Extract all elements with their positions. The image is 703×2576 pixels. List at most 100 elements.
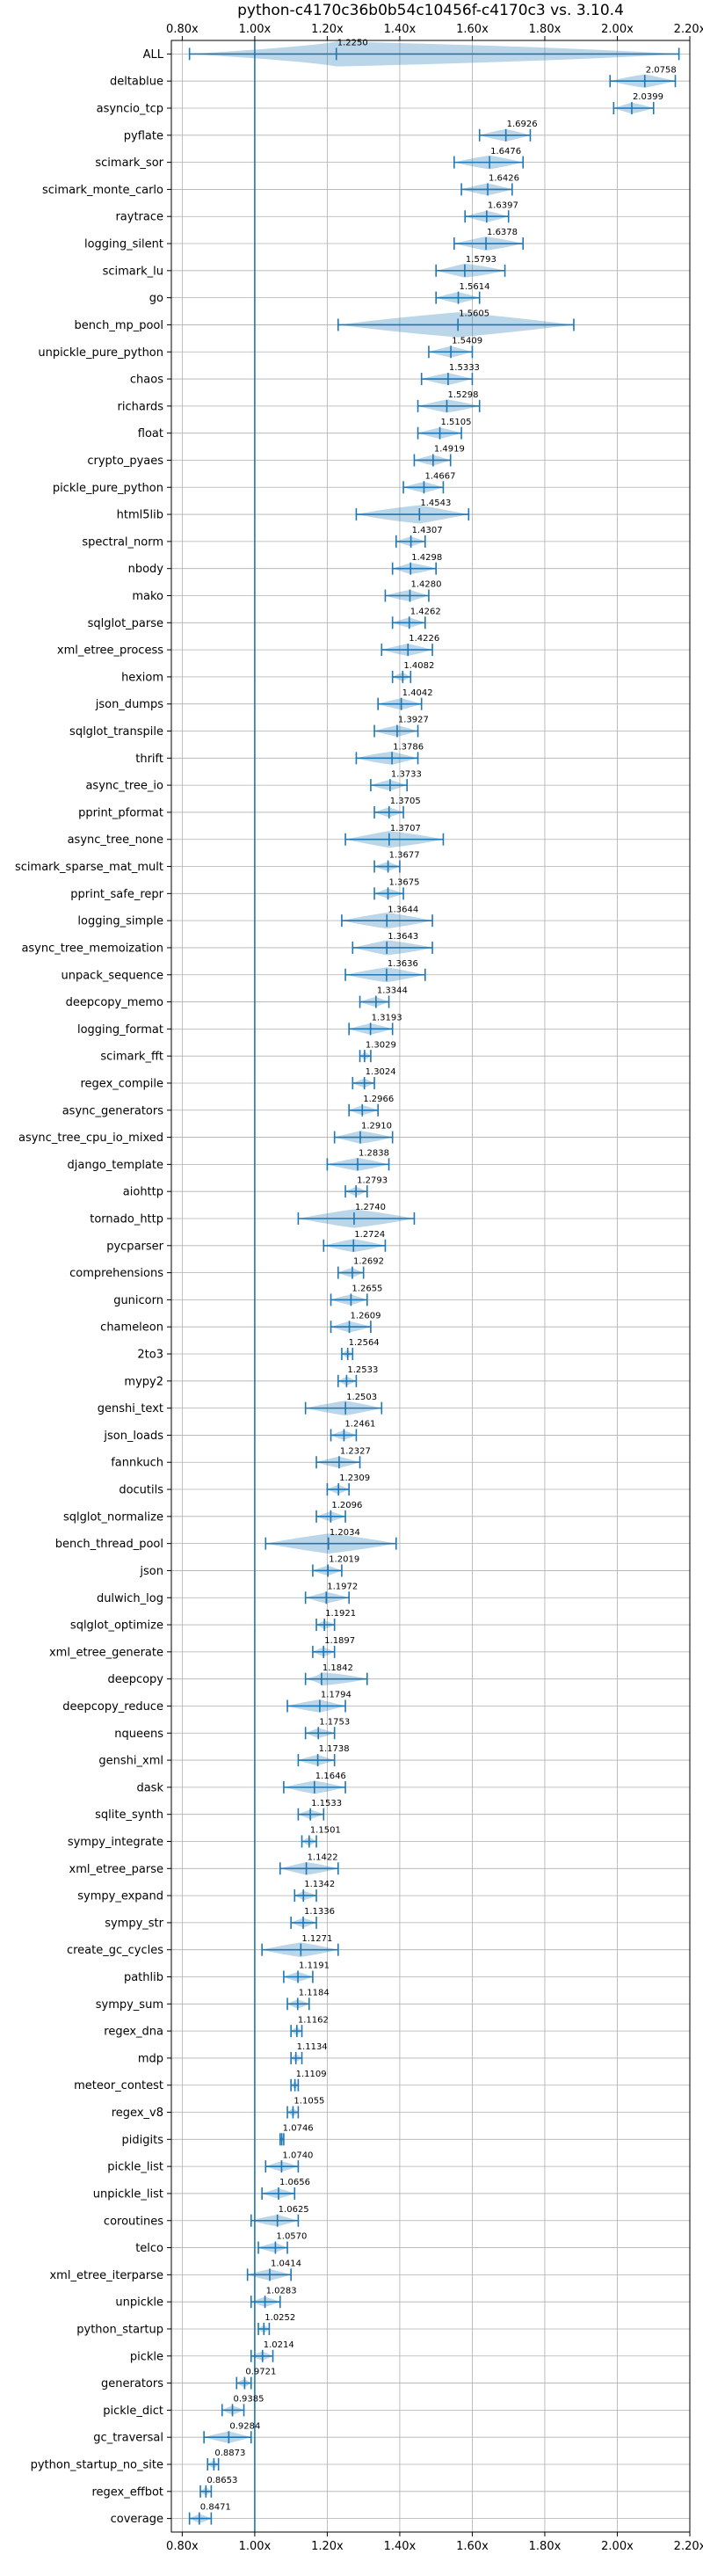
- value-label: 1.2838: [359, 1149, 389, 1159]
- category-label: genshi_text: [98, 1402, 163, 1415]
- value-label: 1.6476: [490, 147, 521, 156]
- value-label: 1.5409: [452, 336, 482, 346]
- category-label: sqlglot_normalize: [63, 1510, 163, 1524]
- category-label: float: [138, 427, 163, 440]
- category-label: xml_etree_generate: [49, 1646, 163, 1659]
- tick-label-top: 2.20x: [674, 23, 703, 36]
- tick-label-bottom: 1.40x: [384, 2540, 417, 2553]
- value-label: 1.5605: [459, 309, 489, 319]
- value-label: 1.2692: [353, 1257, 384, 1267]
- value-label: 1.6378: [487, 228, 518, 237]
- top-axis-ticks: 0.80x 1.00x 1.20x 1.40x 1.60x 1.80x 2.00x 2.20x: [166, 23, 703, 40]
- value-label: 1.3733: [391, 769, 422, 779]
- value-label: 1.0570: [276, 2232, 307, 2242]
- value-label: 1.1271: [301, 1934, 332, 1944]
- category-label: pickle_list: [107, 2161, 163, 2174]
- value-label: 0.8873: [214, 2449, 245, 2458]
- value-label: 0.9284: [229, 2421, 260, 2431]
- category-label: scimark_sor: [95, 156, 163, 170]
- category-label: logging_silent: [84, 238, 163, 251]
- value-label: 1.2250: [337, 39, 368, 48]
- category-label: json_loads: [103, 1430, 163, 1443]
- category-label: xml_etree_parse: [69, 1863, 163, 1876]
- value-label: 1.1972: [327, 1582, 358, 1591]
- value-label: 1.2019: [329, 1555, 359, 1565]
- value-label: 1.0625: [279, 2205, 309, 2215]
- category-label: telco: [135, 2242, 163, 2255]
- category-label: sqlglot_optimize: [70, 1619, 163, 1633]
- tick-label-bottom: 1.00x: [239, 2540, 272, 2553]
- category-label: unpickle: [115, 2296, 163, 2310]
- tick-label-bottom: 1.60x: [456, 2540, 489, 2553]
- value-label: 1.3786: [393, 742, 424, 752]
- value-label: 1.4082: [403, 661, 434, 671]
- value-label: 0.9721: [245, 2368, 276, 2377]
- category-label: nqueens: [114, 1728, 163, 1741]
- value-label: 0.9385: [234, 2395, 265, 2405]
- category-label: unpack_sequence: [61, 969, 163, 982]
- category-label: comprehensions: [69, 1267, 163, 1280]
- category-label: 2to3: [137, 1349, 163, 1362]
- value-label: 1.4226: [409, 634, 439, 644]
- category-label: async_tree_cpu_io_mixed: [18, 1132, 163, 1145]
- category-label: logging_simple: [77, 915, 163, 928]
- category-label: genshi_xml: [98, 1755, 163, 1768]
- value-label: 1.2724: [354, 1230, 385, 1240]
- category-label: hexiom: [121, 671, 163, 684]
- value-label: 0.8653: [207, 2476, 237, 2485]
- tick-label-top: 1.60x: [456, 23, 489, 36]
- value-label: 1.5793: [466, 255, 496, 265]
- category-label: regex_dna: [104, 2026, 163, 2039]
- value-label: 1.2609: [351, 1311, 381, 1321]
- value-label: 1.0656: [279, 2178, 310, 2187]
- category-label: async_generators: [62, 1104, 164, 1117]
- grid-lines: [171, 40, 691, 2532]
- value-label: 1.2309: [339, 1474, 370, 1483]
- value-label: 1.0414: [271, 2259, 301, 2269]
- value-label: 1.4307: [412, 526, 443, 535]
- category-label: unpickle_pure_python: [38, 346, 163, 360]
- category-label: python_startup_no_site: [31, 2458, 163, 2471]
- value-label: 1.1184: [299, 1988, 330, 1997]
- value-label: 1.4280: [410, 580, 441, 590]
- category-label: django_template: [68, 1159, 163, 1172]
- category-label: pickle_pure_python: [53, 482, 163, 495]
- plot-frame: [170, 40, 691, 2533]
- value-label: 1.2740: [355, 1203, 386, 1212]
- category-label: pathlib: [124, 1971, 163, 1984]
- value-label: 1.1794: [321, 1691, 352, 1700]
- value-label: 1.6926: [507, 120, 538, 129]
- value-label: 1.2655: [352, 1284, 382, 1294]
- category-label: json: [139, 1565, 163, 1578]
- value-label: 0.8471: [200, 2503, 231, 2513]
- value-label: 1.1501: [310, 1826, 341, 1836]
- category-label: regex_v8: [112, 2107, 163, 2120]
- category-label: pprint_pformat: [78, 806, 163, 819]
- value-label: 1.0746: [283, 2123, 314, 2133]
- category-label: sympy_sum: [96, 1998, 163, 2012]
- tick-label-bottom: 2.00x: [601, 2540, 634, 2553]
- category-label: bench_thread_pool: [55, 1538, 163, 1551]
- value-label: 1.1162: [298, 2015, 329, 2025]
- category-label: meteor_contest: [74, 2079, 163, 2092]
- value-label: 1.0283: [266, 2286, 297, 2296]
- category-label: sympy_expand: [77, 1890, 163, 1903]
- value-label: 1.2910: [361, 1122, 392, 1132]
- category-label: dask: [136, 1781, 163, 1794]
- category-label: pycparser: [106, 1240, 163, 1253]
- category-label: gunicorn: [113, 1294, 163, 1307]
- tick-label-top: 1.40x: [384, 23, 417, 36]
- value-label: 1.1897: [324, 1636, 355, 1646]
- category-label: pyflate: [124, 129, 163, 142]
- value-label: 1.5298: [447, 390, 478, 400]
- value-label: 1.6397: [488, 200, 518, 210]
- value-label: 1.2327: [340, 1446, 371, 1456]
- value-label: 1.3927: [398, 716, 429, 725]
- value-label: 1.2533: [347, 1365, 378, 1375]
- value-label: 1.2966: [363, 1095, 394, 1104]
- category-label: ALL: [143, 48, 164, 62]
- value-label: 1.2096: [331, 1501, 362, 1510]
- category-label: chameleon: [100, 1321, 163, 1335]
